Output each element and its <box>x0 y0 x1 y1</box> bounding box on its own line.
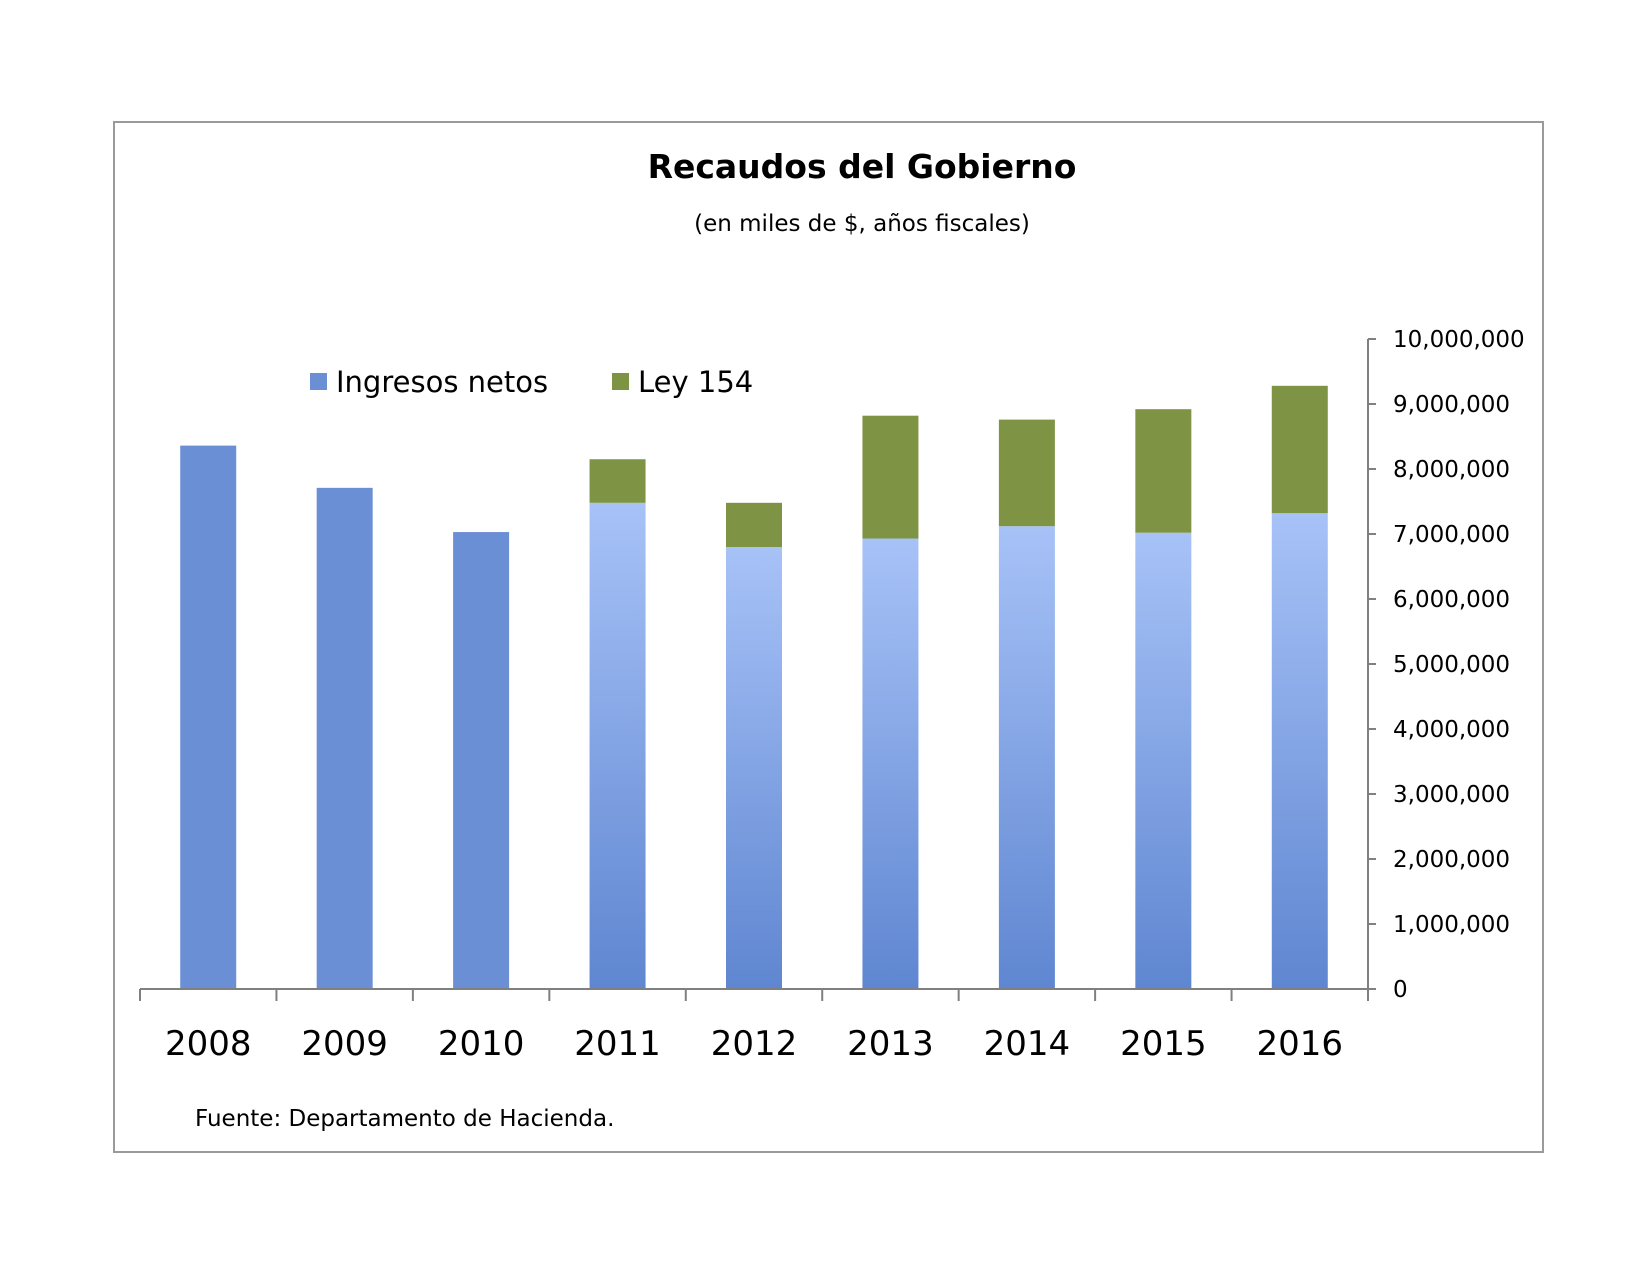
x-tick-label: 2012 <box>711 1024 798 1064</box>
chart-frame: Recaudos del Gobierno (en miles de $, añ… <box>113 121 1544 1153</box>
legend: Ingresos netos Ley 154 <box>310 365 753 399</box>
y-tick-label: 8,000,000 <box>1393 457 1510 483</box>
bar-ingresos-netos-2009 <box>316 487 373 989</box>
bar-ingresos-netos-2014 <box>998 526 1055 989</box>
legend-label-ley-154: Ley 154 <box>638 365 753 399</box>
x-tick-label: 2008 <box>165 1024 252 1064</box>
bar-ingresos-netos-2010 <box>453 532 510 989</box>
legend-swatch-ley-154 <box>612 373 629 390</box>
axes: 0 1,000,000 2,000,000 3,000,000 4,000,000 5,0… <box>139 327 1525 1064</box>
legend-label-ingresos-netos: Ingresos netos <box>336 365 548 399</box>
x-tick-label: 2013 <box>847 1024 934 1064</box>
bar-ley-154-2016 <box>1271 385 1328 514</box>
bar-ley-154-2012 <box>726 502 782 547</box>
legend-swatch-ingresos-netos <box>310 373 327 390</box>
y-tick-label: 3,000,000 <box>1393 782 1510 808</box>
x-tick-label: 2011 <box>574 1024 661 1064</box>
bar-ingresos-netos-2013 <box>862 538 919 989</box>
x-tick-label: 2014 <box>984 1024 1071 1064</box>
y-tick-label: 10,000,000 <box>1393 327 1525 353</box>
y-tick-label: 1,000,000 <box>1393 912 1510 938</box>
bars <box>180 385 1328 990</box>
bar-ley-154-2011 <box>589 459 646 503</box>
x-tick-label: 2009 <box>301 1024 388 1064</box>
bar-ley-154-2014 <box>998 419 1055 527</box>
bar-ingresos-netos-2011 <box>589 502 646 989</box>
y-tick-label: 6,000,000 <box>1393 587 1510 613</box>
y-tick-label: 9,000,000 <box>1393 392 1510 418</box>
chart-svg: Recaudos del Gobierno (en miles de $, añ… <box>139 147 1525 1132</box>
bar-ingresos-netos-2012 <box>726 547 782 989</box>
y-tick-label: 4,000,000 <box>1393 717 1510 743</box>
y-tick-label: 5,000,000 <box>1393 652 1510 678</box>
bar-ley-154-2015 <box>1135 409 1192 533</box>
y-tick-label: 2,000,000 <box>1393 847 1510 873</box>
x-tick-label: 2015 <box>1120 1024 1207 1064</box>
bar-ingresos-netos-2015 <box>1135 532 1192 989</box>
bar-ingresos-netos-2016 <box>1271 513 1328 989</box>
bar-ingresos-netos-2008 <box>180 445 237 990</box>
chart-subtitle: (en miles de $, años fiscales) <box>694 211 1030 237</box>
chart-title: Recaudos del Gobierno <box>648 147 1077 186</box>
y-tick-label: 7,000,000 <box>1393 522 1510 548</box>
source-note: Fuente: Departamento de Hacienda. <box>195 1106 614 1132</box>
bar-ley-154-2013 <box>862 415 919 539</box>
x-tick-label: 2010 <box>438 1024 525 1064</box>
y-tick-label: 0 <box>1393 977 1408 1003</box>
x-tick-label: 2016 <box>1257 1024 1344 1064</box>
